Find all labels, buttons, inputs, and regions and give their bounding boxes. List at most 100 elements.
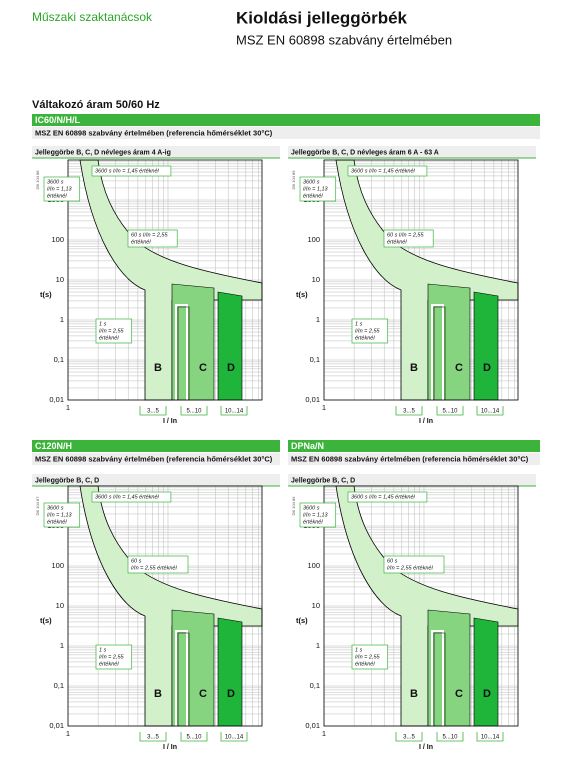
y-tick-label: 100 <box>51 561 64 570</box>
note-text: I/In = 2,55 <box>355 654 381 660</box>
range-label: 3...5 <box>147 735 159 741</box>
note-text: 3600 s I/In = 1,45 értéknél <box>351 168 416 174</box>
note-text: 1 s <box>99 647 107 653</box>
range-label: 10...14 <box>225 735 244 741</box>
note-text: I/In = 1,13 <box>303 512 329 518</box>
note-box <box>351 644 389 670</box>
note-text: 3600 s I/In = 1,45 értéknél <box>95 494 160 500</box>
note-box <box>127 555 189 574</box>
standard-bar <box>32 127 540 139</box>
band-letter: B <box>154 688 162 700</box>
band-letter: B <box>410 688 418 700</box>
note-box <box>351 318 389 344</box>
range-bracket <box>395 406 423 416</box>
note-box <box>91 491 172 503</box>
y-tick-label: 0,01 <box>305 395 320 404</box>
note-text: értéknél <box>99 661 119 667</box>
note-text: 3600 s <box>303 179 320 185</box>
frame <box>323 485 519 727</box>
y-tick-label: 100 <box>307 561 320 570</box>
code: DB 104 86 <box>291 496 296 516</box>
y-tick-label: 10 <box>312 601 320 610</box>
y-tick-label: 100 <box>51 235 64 244</box>
range-label: 5...10 <box>442 735 458 741</box>
section-label: IC60/N/H/L <box>35 115 81 125</box>
note-text: 1 s <box>355 321 363 327</box>
y-tick-label: 10 <box>312 275 320 284</box>
y-tick-label: 10 <box>56 601 64 610</box>
standard-bar <box>32 453 280 465</box>
thermal-band <box>79 159 263 401</box>
band-letter: C <box>199 362 207 374</box>
note-box <box>347 165 428 177</box>
range-label: 10...14 <box>225 409 244 415</box>
note-text: I/In = 1,13 <box>303 186 329 192</box>
notch-edge <box>433 306 446 400</box>
note-text: értéknél <box>355 335 375 341</box>
standard-bar <box>288 453 540 465</box>
note-box <box>299 176 337 202</box>
range-label: 5...10 <box>442 409 458 415</box>
panel-header-bg <box>32 146 280 158</box>
band-letter: B <box>410 362 418 374</box>
code: DB 104 88 <box>35 170 40 190</box>
section-bar <box>288 440 540 452</box>
code: DB 104 89 <box>291 170 296 190</box>
range-bracket <box>180 406 208 416</box>
note-box <box>383 229 434 248</box>
range-label: 3...5 <box>403 409 415 415</box>
note-box <box>43 176 81 202</box>
x-tick-label: 1 <box>66 729 70 738</box>
note-box <box>91 165 172 177</box>
notch <box>431 630 444 726</box>
note-text: I/In = 2,55 <box>355 328 381 334</box>
note-text: értéknél <box>355 661 375 667</box>
note-text: 60 s I/In = 2,55 <box>387 232 424 238</box>
range-bracket <box>180 732 208 742</box>
note-text: 3600 s <box>47 179 64 185</box>
note-text: 60 s <box>131 558 142 564</box>
y-tick-label: 1 <box>316 641 320 650</box>
band-d <box>217 291 243 401</box>
standard-text: MSZ EN 60898 szabvány értelmében (refere… <box>291 454 529 463</box>
note-text: értéknél <box>387 239 407 245</box>
note-text: 60 s I/In = 2,55 <box>131 232 168 238</box>
note-text: értéknél <box>303 193 323 199</box>
range-bracket <box>139 406 167 416</box>
note-text: értéknél <box>303 519 323 525</box>
note-text: I/In = 2,55 értéknél <box>387 565 433 571</box>
band-letter: B <box>154 362 162 374</box>
section-bar <box>32 114 540 126</box>
notch-edge <box>177 632 190 726</box>
range-bracket <box>220 406 248 416</box>
thermal-band <box>79 485 263 727</box>
panel-header-bg <box>32 474 280 486</box>
y-tick-label: 0,1 <box>54 681 64 690</box>
note-text: 3600 s <box>303 505 320 511</box>
note-text: értéknél <box>47 193 67 199</box>
y-tick-label: 100 <box>307 235 320 244</box>
code: DB 104 87 <box>35 496 40 516</box>
band-d <box>473 291 499 401</box>
panel-header-bg <box>288 146 536 158</box>
x-axis-label: I / In <box>163 418 177 425</box>
frame <box>67 485 263 727</box>
band-letter: C <box>455 688 463 700</box>
band-letter: C <box>199 688 207 700</box>
y-tick-label: 1 <box>316 315 320 324</box>
note-text: értéknél <box>131 239 151 245</box>
note-text: I/In = 2,55 <box>99 328 125 334</box>
note-text: 3600 s I/In = 1,45 értéknél <box>351 494 416 500</box>
notch-edge <box>433 632 446 726</box>
y-tick-label: 0,1 <box>310 681 320 690</box>
panel-heading: Jelleggörbe B, C, D névleges áram 6 A - … <box>291 149 439 156</box>
note-box <box>127 229 178 248</box>
standard-text: MSZ EN 60898 szabvány értelmében (refere… <box>35 128 273 137</box>
note-text: értéknél <box>47 519 67 525</box>
x-axis-label: I / In <box>419 744 433 751</box>
range-label: 5...10 <box>186 409 202 415</box>
note-box <box>43 502 81 528</box>
note-box <box>95 644 133 670</box>
